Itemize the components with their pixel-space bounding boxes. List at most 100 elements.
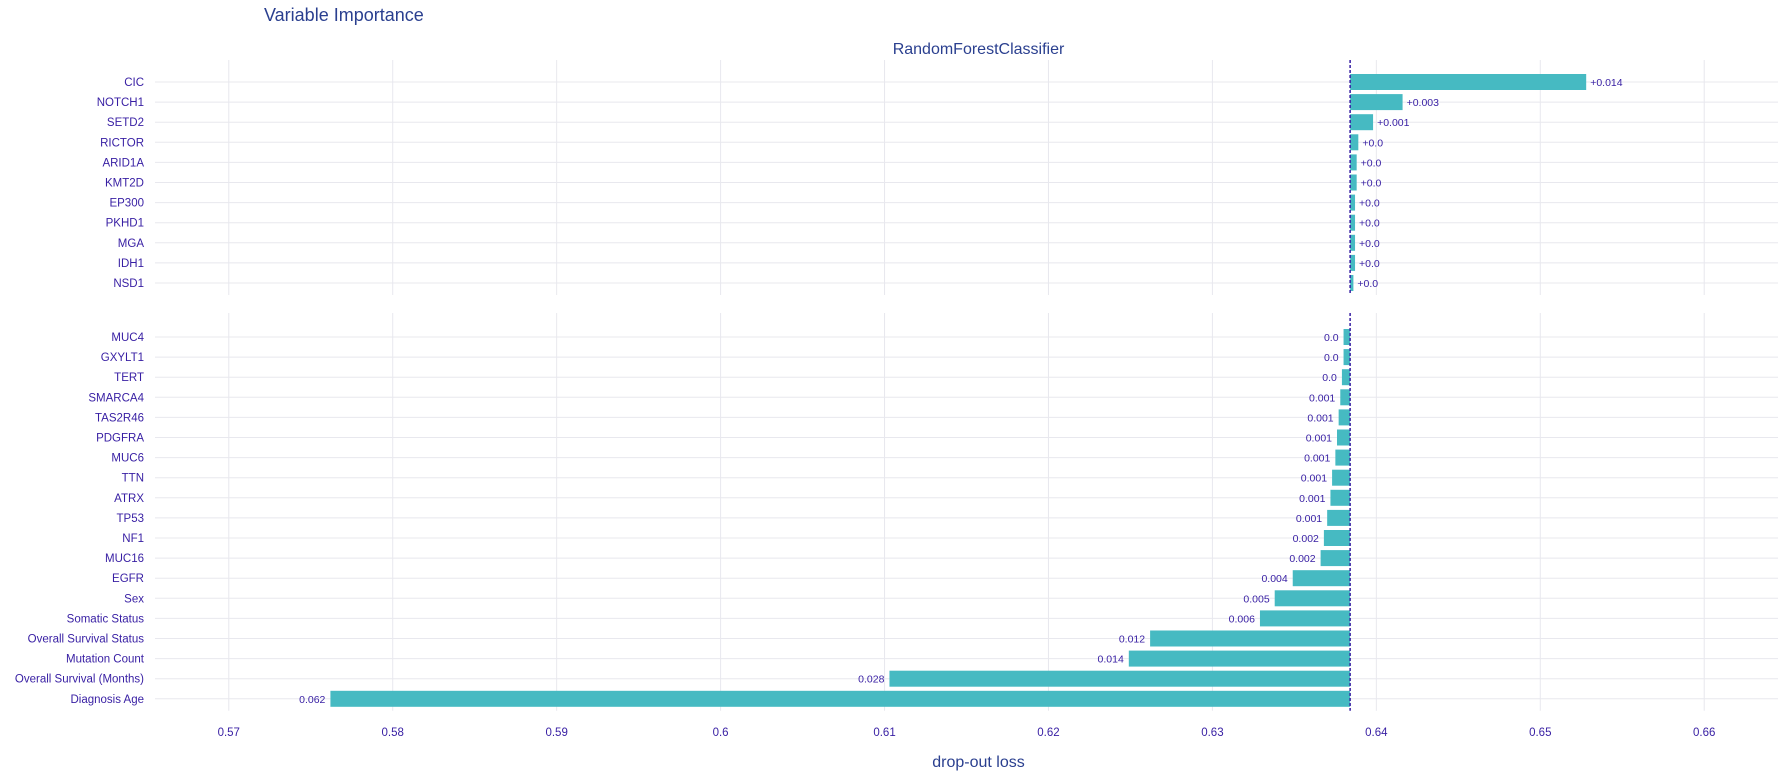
y-tick-label: NOTCH1 — [97, 97, 144, 109]
x-tick-label: 0.59 — [545, 727, 567, 739]
bar-value-label: 0.002 — [1293, 533, 1319, 545]
y-tick-label: Overall Survival Status — [28, 634, 145, 646]
x-tick-label: 0.62 — [1037, 727, 1059, 739]
y-tick-label: Diagnosis Age — [70, 694, 144, 706]
x-tick-label: 0.6 — [713, 727, 729, 739]
x-tick-label: 0.58 — [382, 727, 404, 739]
bar — [1128, 650, 1351, 667]
y-tick-label: RICTOR — [100, 137, 144, 149]
bar-value-label: 0.001 — [1304, 453, 1330, 465]
bar — [1332, 469, 1351, 486]
bar-value-label: 0.006 — [1229, 613, 1255, 625]
x-tick-label: 0.66 — [1693, 727, 1715, 739]
bar — [330, 690, 1351, 707]
y-tick-label: SETD2 — [107, 117, 144, 129]
bar — [1341, 369, 1351, 386]
bar-value-label: 0.0 — [1324, 352, 1339, 364]
bar-value-label: 0.001 — [1307, 412, 1333, 424]
bar — [1150, 630, 1351, 647]
y-tick-label: MUC16 — [105, 553, 144, 565]
y-tick-label: TP53 — [117, 513, 145, 525]
x-tick-label: 0.64 — [1365, 727, 1388, 739]
x-tick-label: 0.57 — [218, 727, 240, 739]
bar — [1274, 590, 1351, 607]
y-tick-label: ATRX — [114, 493, 144, 505]
y-tick-label: SMARCA4 — [88, 392, 144, 404]
bar-value-label: 0.005 — [1243, 593, 1269, 605]
bar — [1350, 254, 1356, 271]
y-tick-label: CIC — [124, 77, 144, 89]
bar — [1327, 509, 1351, 526]
bar — [889, 670, 1351, 687]
bar — [1343, 329, 1351, 345]
bar-value-label: 0.0 — [1322, 372, 1337, 384]
bar-value-label: 0.001 — [1309, 392, 1335, 404]
bar — [1350, 275, 1354, 291]
x-axis-label: drop-out loss — [932, 754, 1025, 771]
y-tick-label: Sex — [124, 593, 144, 605]
bar — [1350, 94, 1403, 111]
bar-value-label: 0.001 — [1299, 493, 1325, 505]
y-tick-label: Somatic Status — [67, 613, 145, 625]
bar-value-label: +0.0 — [1359, 198, 1380, 210]
bar-value-label: 0.028 — [858, 674, 884, 686]
bar-value-label: +0.0 — [1359, 258, 1380, 270]
bar-value-label: 0.014 — [1098, 654, 1124, 666]
y-tick-label: GXYLT1 — [101, 352, 144, 364]
bar-value-label: +0.0 — [1361, 178, 1382, 190]
bar — [1350, 154, 1357, 171]
bar — [1330, 489, 1351, 506]
chart-subtitle: RandomForestClassifier — [893, 41, 1065, 58]
y-tick-label: NSD1 — [113, 278, 144, 290]
bar-value-label: +0.0 — [1361, 157, 1382, 169]
bar-value-label: 0.0 — [1324, 332, 1339, 344]
bar — [1350, 194, 1356, 211]
bar-value-label: 0.001 — [1296, 513, 1322, 525]
y-tick-label: PDGFRA — [96, 433, 144, 445]
bar-value-label: 0.004 — [1261, 573, 1287, 585]
y-tick-label: PKHD1 — [106, 218, 144, 230]
bar — [1350, 174, 1357, 191]
bar-value-label: 0.062 — [299, 694, 325, 706]
bar — [1338, 409, 1351, 426]
y-tick-label: TTN — [122, 473, 144, 485]
bar — [1350, 114, 1374, 131]
y-tick-label: MUC6 — [111, 453, 144, 465]
bar — [1292, 570, 1351, 587]
bar-value-label: 0.001 — [1301, 473, 1327, 485]
y-tick-label: EP300 — [109, 198, 144, 210]
bar-value-label: +0.0 — [1362, 137, 1383, 149]
y-tick-label: MGA — [118, 238, 145, 250]
y-tick-label: TERT — [114, 372, 144, 384]
bar-value-label: 0.002 — [1289, 553, 1315, 565]
bar-value-label: +0.0 — [1357, 278, 1378, 290]
bar-value-label: +0.0 — [1359, 218, 1380, 230]
y-tick-label: TAS2R46 — [95, 412, 144, 424]
x-tick-label: 0.61 — [873, 727, 895, 739]
y-tick-label: NF1 — [122, 533, 144, 545]
y-tick-label: ARID1A — [102, 157, 144, 169]
bar-value-label: +0.014 — [1590, 77, 1623, 89]
bar — [1350, 234, 1356, 251]
bar-value-label: 0.001 — [1306, 433, 1332, 445]
x-tick-label: 0.65 — [1529, 727, 1551, 739]
bar — [1320, 550, 1351, 567]
bar — [1343, 349, 1351, 366]
bar — [1335, 449, 1351, 466]
bar-value-label: +0.003 — [1407, 97, 1440, 109]
bar — [1340, 389, 1351, 406]
bar-value-label: +0.001 — [1377, 117, 1410, 129]
bar — [1350, 134, 1359, 151]
bar — [1337, 429, 1351, 446]
y-tick-label: IDH1 — [118, 258, 144, 270]
y-tick-label: MUC4 — [111, 332, 144, 344]
y-tick-label: Mutation Count — [66, 654, 145, 666]
bar — [1259, 610, 1351, 627]
y-tick-label: KMT2D — [105, 178, 144, 190]
bar — [1350, 74, 1587, 90]
bar-value-label: 0.012 — [1119, 634, 1145, 646]
y-tick-label: Overall Survival (Months) — [15, 674, 144, 686]
y-tick-label: EGFR — [112, 573, 144, 585]
bar-value-label: +0.0 — [1359, 238, 1380, 250]
